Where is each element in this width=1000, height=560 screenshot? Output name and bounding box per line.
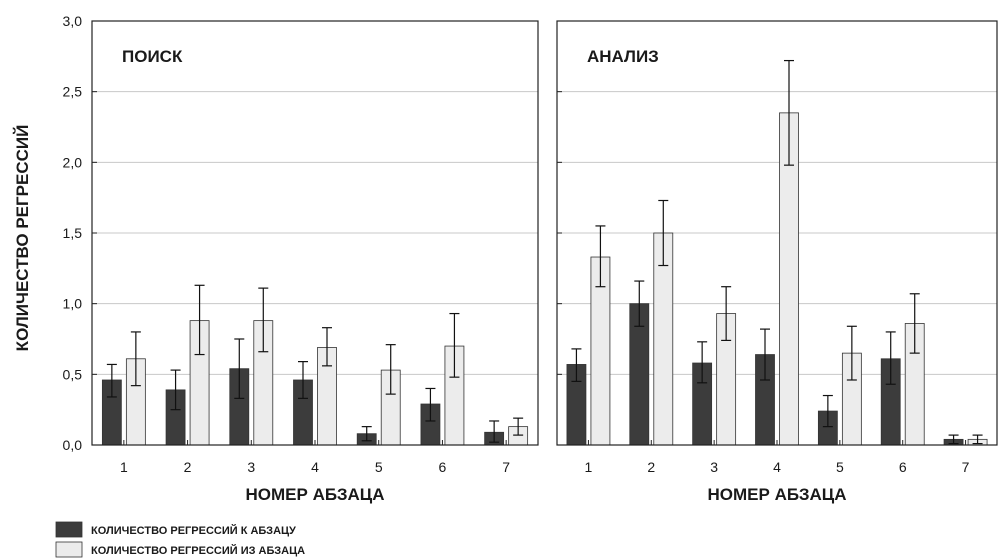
y-tick-label: 2,5 (63, 84, 83, 100)
x-axis-title: НОМЕР АБЗАЦА (246, 485, 385, 504)
x-tick-label: 5 (836, 459, 844, 475)
x-tick-label: 3 (247, 459, 255, 475)
x-tick-label: 4 (773, 459, 781, 475)
legend-label-to: КОЛИЧЕСТВО РЕГРЕССИЙ К АБЗАЦУ (91, 524, 296, 537)
legend: КОЛИЧЕСТВО РЕГРЕССИЙ К АБЗАЦУ КОЛИЧЕСТВО … (55, 521, 305, 558)
labels: 0,0 0,5 1,0 1,5 2,0 2,5 3,0 1 2 3 4 5 6 7 ПОИСК НОМЕР А… (63, 13, 970, 504)
bars (101, 59, 988, 446)
y-tick-label: 1,0 (63, 296, 83, 312)
panel-frames (91, 20, 998, 446)
panel-frame (556, 20, 998, 446)
legend-swatch-from (55, 541, 83, 558)
y-tick-label: 2,0 (63, 154, 83, 170)
legend-label-from: КОЛИЧЕСТВО РЕГРЕССИЙ ИЗ АБЗАЦА (91, 544, 305, 557)
legend-swatch-to (55, 521, 83, 538)
panel-frame (91, 20, 539, 446)
y-tick-label: 0,5 (63, 366, 83, 382)
x-tick-label: 5 (375, 459, 383, 475)
y-tick-label: 0,0 (63, 437, 83, 453)
y-tick-label: 1,5 (63, 225, 83, 241)
x-tick-label: 6 (899, 459, 907, 475)
panel-title: АНАЛИЗ (587, 47, 659, 66)
x-tick-label: 2 (647, 459, 655, 475)
x-tick-label: 7 (502, 459, 510, 475)
x-tick-label: 6 (439, 459, 447, 475)
grid-lines (92, 91, 997, 375)
x-tick-label: 3 (710, 459, 718, 475)
x-tick-label: 7 (962, 459, 970, 475)
y-axis-title: КОЛИЧЕСТВО РЕГРЕССИЙ (13, 125, 32, 352)
x-tick-label: 2 (184, 459, 192, 475)
panel-title: ПОИСК (122, 47, 183, 66)
y-tick-label: 3,0 (63, 13, 83, 29)
x-tick-label: 1 (585, 459, 593, 475)
x-tick-label: 4 (311, 459, 319, 475)
x-tick-label: 1 (120, 459, 128, 475)
x-axis-title: НОМЕР АБЗАЦА (708, 485, 847, 504)
